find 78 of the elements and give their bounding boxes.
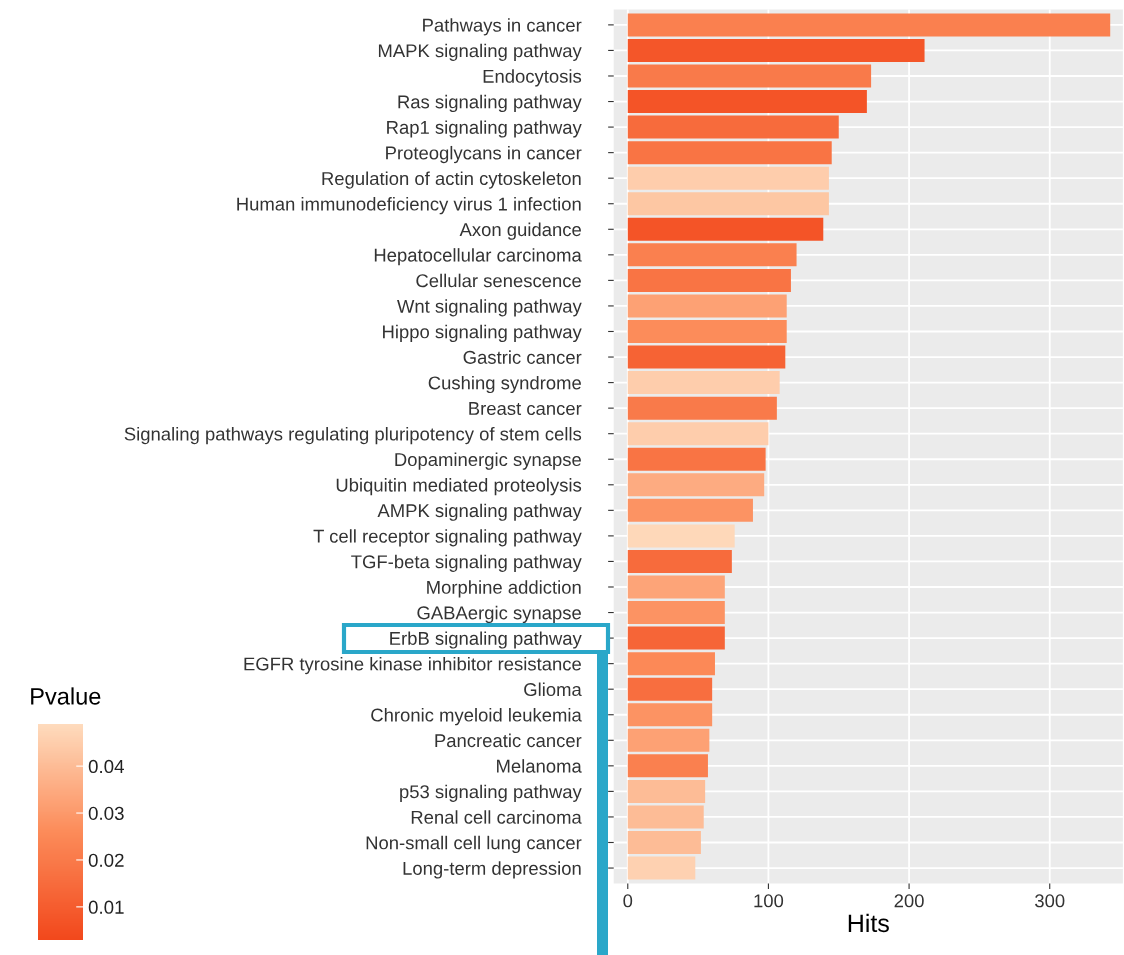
bar (627, 728, 710, 752)
bar (627, 601, 725, 625)
y-tick-label: Pathways in cancer (423, 18, 582, 36)
y-tick-label: Signaling pathways regulating pluripotency of stem cells (124, 426, 582, 445)
bar (627, 396, 777, 420)
y-tick-label: Glioma (524, 682, 582, 697)
y-tick-label: Ras signaling pathway (398, 94, 582, 113)
x-tick-label: 100 (754, 894, 784, 908)
bar (627, 856, 696, 880)
y-tick-label: Non-small cell lung cancer (366, 835, 582, 854)
bar (627, 779, 706, 803)
y-tick-label: Chronic myeloid leukemia (371, 708, 582, 726)
x-tick-label: 200 (894, 894, 924, 908)
y-tick-label: T cell receptor signaling pathway (313, 529, 582, 547)
bar (627, 703, 713, 727)
y-tick-label: Gastric cancer (463, 350, 582, 364)
y-tick-label: Cellular senescence (416, 273, 581, 288)
y-tick-label: Rap1 signaling pathway (387, 120, 582, 138)
bar (627, 626, 725, 650)
bar (627, 754, 708, 778)
bar (627, 831, 701, 854)
color-bar-label: 0.03 (88, 806, 124, 821)
y-tick-label: EGFR tyrosine kinase inhibitor resistance (244, 656, 581, 675)
color-bar-label: 0.04 (88, 759, 124, 774)
y-tick-label: TGF-beta signaling pathway (351, 554, 582, 572)
bar (627, 217, 824, 241)
y-tick-label: Breast cancer (469, 402, 582, 416)
x-axis-title: Hits (848, 913, 889, 933)
y-tick-label: Regulation of actin cytoskeleton (322, 171, 581, 189)
y-tick-label: MAPK signaling pathway (378, 43, 582, 61)
bar (627, 192, 829, 216)
x-tick-label: 300 (1035, 894, 1065, 908)
y-tick-label: GABAergic synapse (417, 605, 581, 624)
bar (627, 38, 925, 62)
bar (627, 115, 839, 139)
bar (627, 294, 787, 318)
bar (627, 575, 725, 599)
bar (627, 13, 1111, 37)
color-bar-title: Pvalue (31, 687, 101, 705)
bar (627, 473, 765, 497)
x-tick-label: 0 (623, 894, 633, 908)
bar (627, 345, 786, 369)
bar (627, 498, 753, 522)
bar (627, 243, 797, 267)
y-tick-label: Hippo signaling pathway (383, 324, 582, 343)
y-tick-label: ErbB signaling pathway (390, 631, 582, 649)
y-tick-label: Axon guidance (459, 222, 581, 240)
bar (627, 677, 713, 701)
y-tick-label: AMPK signaling pathway (377, 503, 582, 521)
bar (627, 805, 704, 829)
bar (627, 141, 832, 165)
y-tick-label: Wnt signaling pathway (397, 299, 582, 317)
bar (627, 319, 787, 343)
bar (627, 268, 791, 292)
y-tick-label: Hepatocellular carcinoma (374, 248, 582, 266)
bar (627, 166, 829, 190)
y-tick-label: Morphine addiction (427, 580, 581, 598)
y-tick-label: Dopaminergic synapse (395, 452, 581, 470)
bar (627, 371, 780, 395)
y-tick-label: Renal cell carcinoma (411, 810, 582, 824)
y-tick-label: Proteoglycans in cancer (386, 145, 582, 164)
y-tick-label: Long-term depression (403, 861, 581, 879)
bar (627, 447, 766, 471)
color-bar-label: 0.01 (88, 900, 124, 914)
y-tick-label: Human immunodeficiency virus 1 infection (237, 197, 581, 215)
bar (627, 524, 735, 548)
bar (627, 64, 872, 88)
y-tick-label: p53 signaling pathway (400, 784, 582, 802)
bar (627, 549, 732, 573)
color-bar-label: 0.02 (88, 853, 124, 867)
y-tick-label: Pancreatic cancer (435, 733, 582, 748)
y-tick-label: Melanoma (497, 759, 582, 773)
bar (627, 652, 715, 676)
bar (627, 422, 769, 446)
bar (627, 90, 867, 114)
y-tick-label: Cushing syndrome (428, 375, 581, 394)
y-tick-label: Endocytosis (483, 69, 582, 87)
y-tick-label: Ubiquitin mediated proteolysis (336, 478, 582, 496)
